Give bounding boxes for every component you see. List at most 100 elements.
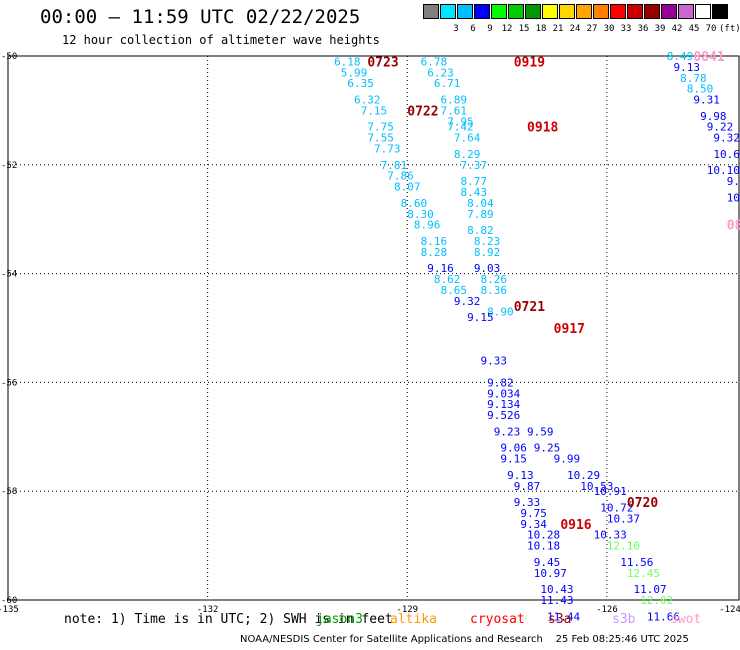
wave-height-value: 10.60 bbox=[713, 148, 740, 161]
wave-height-value: 10.33 bbox=[594, 529, 627, 542]
wave-height-value: 11.43 bbox=[540, 594, 573, 607]
satellite-legend-item: s3a bbox=[548, 612, 572, 627]
page-subtitle: 12 hour collection of altimeter wave hei… bbox=[62, 33, 380, 47]
wave-height-value: 9.23 bbox=[494, 425, 521, 438]
wave-height-value: 9.82 bbox=[487, 376, 514, 389]
lat-tick-label: -52 bbox=[1, 161, 17, 171]
wave-height-value: 7.37 bbox=[461, 159, 488, 172]
wave-height-value: 8.62 bbox=[434, 273, 461, 286]
scale-swatch bbox=[525, 4, 541, 19]
scale-swatch bbox=[440, 4, 456, 19]
scale-swatch bbox=[423, 4, 439, 19]
wave-height-value: 7.75 bbox=[367, 121, 394, 134]
wave-height-value: 8.28 bbox=[421, 246, 448, 259]
lat-tick-label: -50 bbox=[1, 52, 17, 62]
wave-height-value: 10.72 bbox=[600, 502, 633, 515]
wave-height-value: 8.30 bbox=[407, 208, 434, 221]
wave-height-value: 6.89 bbox=[441, 94, 468, 107]
wave-height-value: 9.98 bbox=[700, 110, 727, 123]
scale-label: 36 bbox=[637, 24, 649, 34]
wave-height-value: 7.95 bbox=[447, 115, 474, 128]
wave-height-value: 8.96 bbox=[414, 219, 441, 232]
scale-swatch bbox=[695, 4, 711, 19]
wave-height-value: 6.18 bbox=[334, 55, 361, 68]
pass-time-label: 0721 bbox=[514, 300, 545, 315]
wave-height-value: 10.97 bbox=[534, 567, 567, 580]
scale-swatch bbox=[678, 4, 694, 19]
scale-label: 12 bbox=[501, 24, 513, 34]
lat-tick-label: -60 bbox=[1, 596, 17, 606]
scale-unit-label: (ft) bbox=[719, 24, 740, 34]
wave-height-value: 6.35 bbox=[347, 77, 374, 90]
scale-label: 27 bbox=[586, 24, 598, 34]
pass-time-label: 0919 bbox=[514, 55, 545, 70]
scale-swatch bbox=[610, 4, 626, 19]
scale-swatch bbox=[542, 4, 558, 19]
wave-height-value: 8.65 bbox=[441, 284, 468, 297]
wave-height-value: 5.99 bbox=[341, 66, 368, 79]
map-border bbox=[7, 55, 740, 601]
pass-time-label: 0918 bbox=[527, 121, 558, 136]
scale-label: 42 bbox=[671, 24, 683, 34]
wave-height-value: 9.32 bbox=[454, 295, 481, 308]
wave-height-value: 7.42 bbox=[447, 121, 474, 134]
scale-label: 18 bbox=[535, 24, 547, 34]
wave-height-value: 10.43 bbox=[540, 583, 573, 596]
wave-height-value: 9.45 bbox=[727, 175, 740, 188]
wave-height-value: 7.73 bbox=[374, 142, 401, 155]
wave-height-value: 9.15 bbox=[500, 453, 527, 466]
wave-height-value: 10.18 bbox=[527, 540, 560, 553]
wave-height-value: 9.16 bbox=[427, 262, 454, 275]
wave-height-value: 8.82 bbox=[467, 224, 494, 237]
scale-label: 9 bbox=[487, 24, 493, 34]
wave-height-value: 9.87 bbox=[514, 480, 541, 493]
wave-height-value: 9.134 bbox=[487, 398, 520, 411]
pass-time-label: 0917 bbox=[554, 322, 585, 337]
scale-swatch bbox=[508, 4, 524, 19]
wave-height-value: 9.99 bbox=[554, 453, 581, 466]
wave-height-value: 10.13 bbox=[727, 191, 740, 204]
footer-note: note: 1) Time is in UTC; 2) SWH is in fe… bbox=[64, 612, 393, 627]
wave-height-value: 10.29 bbox=[567, 469, 600, 482]
wave-height-value: 8.50 bbox=[687, 83, 714, 96]
wave-height-value: 8.04 bbox=[467, 197, 494, 210]
wave-height-value: 6.71 bbox=[434, 77, 461, 90]
wave-height-value: 7.61 bbox=[441, 104, 468, 117]
wave-height-value: 8.77 bbox=[461, 175, 488, 188]
lon-tick-label: -129 bbox=[396, 605, 418, 615]
wave-height-value: 9.526 bbox=[487, 409, 520, 422]
wave-height-value: 8.90 bbox=[487, 306, 514, 319]
wave-height-value: 10.28 bbox=[527, 529, 560, 542]
lon-tick-label: -126 bbox=[596, 605, 618, 615]
scale-label: 39 bbox=[654, 24, 666, 34]
scale-label: 30 bbox=[603, 24, 615, 34]
wave-height-value: 9.22 bbox=[707, 121, 734, 134]
wave-height-value: 6.32 bbox=[354, 94, 381, 107]
wave-height-value: 10.53 bbox=[580, 480, 613, 493]
lon-tick-label: -132 bbox=[197, 605, 219, 615]
satellite-legend-item: cryosat bbox=[470, 612, 525, 627]
scale-swatch bbox=[661, 4, 677, 19]
wave-height-value: 9.32 bbox=[713, 132, 740, 145]
pass-time-label: 0842 bbox=[727, 219, 740, 234]
wave-height-value: 9.33 bbox=[480, 355, 507, 368]
wave-height-value: 8.60 bbox=[401, 197, 428, 210]
scale-label: 24 bbox=[569, 24, 581, 34]
wave-height-value: 7.86 bbox=[387, 170, 414, 183]
scale-label: 3 bbox=[453, 24, 459, 34]
wave-height-value: 8.26 bbox=[480, 273, 507, 286]
scale-label: 15 bbox=[518, 24, 530, 34]
wave-height-value: 9.03 bbox=[474, 262, 501, 275]
pass-time-label: 0841 bbox=[693, 50, 724, 65]
scale-label: 45 bbox=[688, 24, 700, 34]
pass-time-label: 0723 bbox=[367, 55, 398, 70]
wave-height-value: 8.92 bbox=[474, 246, 501, 259]
scale-swatch bbox=[627, 4, 643, 19]
wave-height-value: 8.36 bbox=[480, 284, 507, 297]
wave-height-value: 9.45 bbox=[534, 556, 561, 569]
scale-swatch bbox=[457, 4, 473, 19]
scale-label: 21 bbox=[552, 24, 564, 34]
scale-swatch bbox=[576, 4, 592, 19]
wave-height-value: 8.16 bbox=[421, 235, 448, 248]
